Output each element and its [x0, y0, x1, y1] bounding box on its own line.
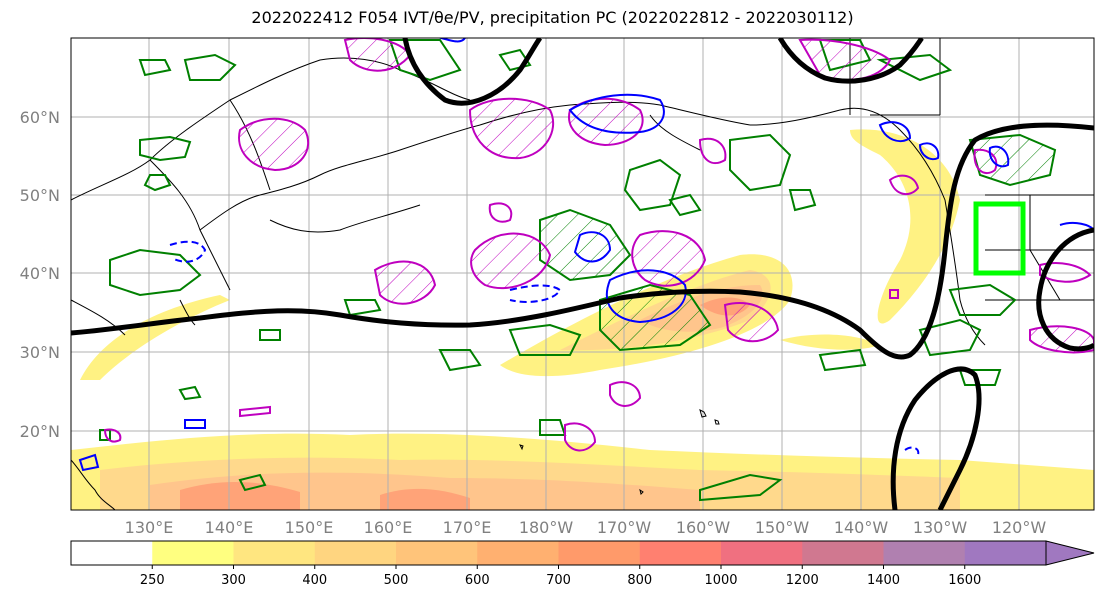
lat-label: 20°N [20, 422, 60, 441]
map-area [71, 38, 1094, 510]
colorbar-segment [883, 541, 966, 565]
longitude-labels: 130°E 140°E 150°E 160°E 170°E 180°W 170°… [125, 518, 1047, 537]
colorbar-segment [639, 541, 722, 565]
blue-contours [78, 38, 1094, 472]
lat-label: 50°N [20, 186, 60, 205]
colorbar-segment [314, 541, 397, 565]
map-title: 2022022412 F054 IVT/θe/PV, precipitation… [251, 8, 854, 27]
lon-label: 120°W [992, 518, 1047, 537]
lon-label: 160°E [364, 518, 413, 537]
highlight-box [973, 201, 1026, 276]
lon-label: 170°E [443, 518, 492, 537]
colorbar-tick-label: 500 [384, 573, 409, 588]
colorbar-tick-label: 300 [221, 573, 246, 588]
islands [519, 409, 720, 495]
lon-label: 140°E [205, 518, 254, 537]
map-frame [70, 37, 1095, 511]
colorbar-tick-label: 1000 [704, 573, 737, 588]
colorbar-segment [477, 541, 559, 565]
ivt-shading [71, 129, 1094, 510]
heavy-black-contours [71, 38, 1094, 510]
colorbar-segment [558, 541, 641, 565]
lat-label: 40°N [20, 264, 60, 283]
colorbar-tick-label: 1400 [867, 573, 900, 588]
lon-label: 130°E [125, 518, 174, 537]
colorbar-tick-label: 1600 [948, 573, 981, 588]
colorbar-tick-label: 700 [546, 573, 571, 588]
colorbar: 250 300 400 500 600 700 800 1000 1200 1400 1600 [70, 540, 1095, 588]
magenta-contours [238, 38, 1094, 354]
colorbar-tick-label: 1200 [786, 573, 819, 588]
lon-label: 130°W [913, 518, 968, 537]
lon-label: 150°E [285, 518, 334, 537]
colorbar-tick-label: 400 [302, 573, 327, 588]
lon-label: 170°W [597, 518, 652, 537]
lon-label: 140°W [834, 518, 889, 537]
colorbar-segment [71, 541, 153, 565]
lon-label: 180°W [519, 518, 574, 537]
colorbar-segment [396, 541, 478, 565]
latitude-labels: 60°N 50°N 40°N 30°N 20°N [20, 108, 60, 441]
lon-label: 150°W [755, 518, 810, 537]
colorbar-tick-label: 600 [465, 573, 490, 588]
lat-label: 60°N [20, 108, 60, 127]
colorbar-extend-arrow [1045, 540, 1095, 566]
colorbar-tick-label: 250 [140, 573, 165, 588]
magenta-contours-plain [103, 137, 1092, 452]
blue-dashed-contours [169, 240, 920, 456]
colorbar-segment [802, 541, 884, 565]
colorbar-segment [152, 541, 234, 565]
colorbar-tick-label: 800 [627, 573, 652, 588]
colorbar-ticks: 250 300 400 500 600 700 800 1000 1200 1400 1600 [140, 565, 981, 588]
colorbar-segment [964, 541, 1047, 565]
colorbar-segment [721, 541, 803, 565]
lon-label: 160°W [676, 518, 731, 537]
colorbar-segment [233, 541, 316, 565]
colorbar-segments [71, 541, 1047, 565]
lat-label: 30°N [20, 343, 60, 362]
